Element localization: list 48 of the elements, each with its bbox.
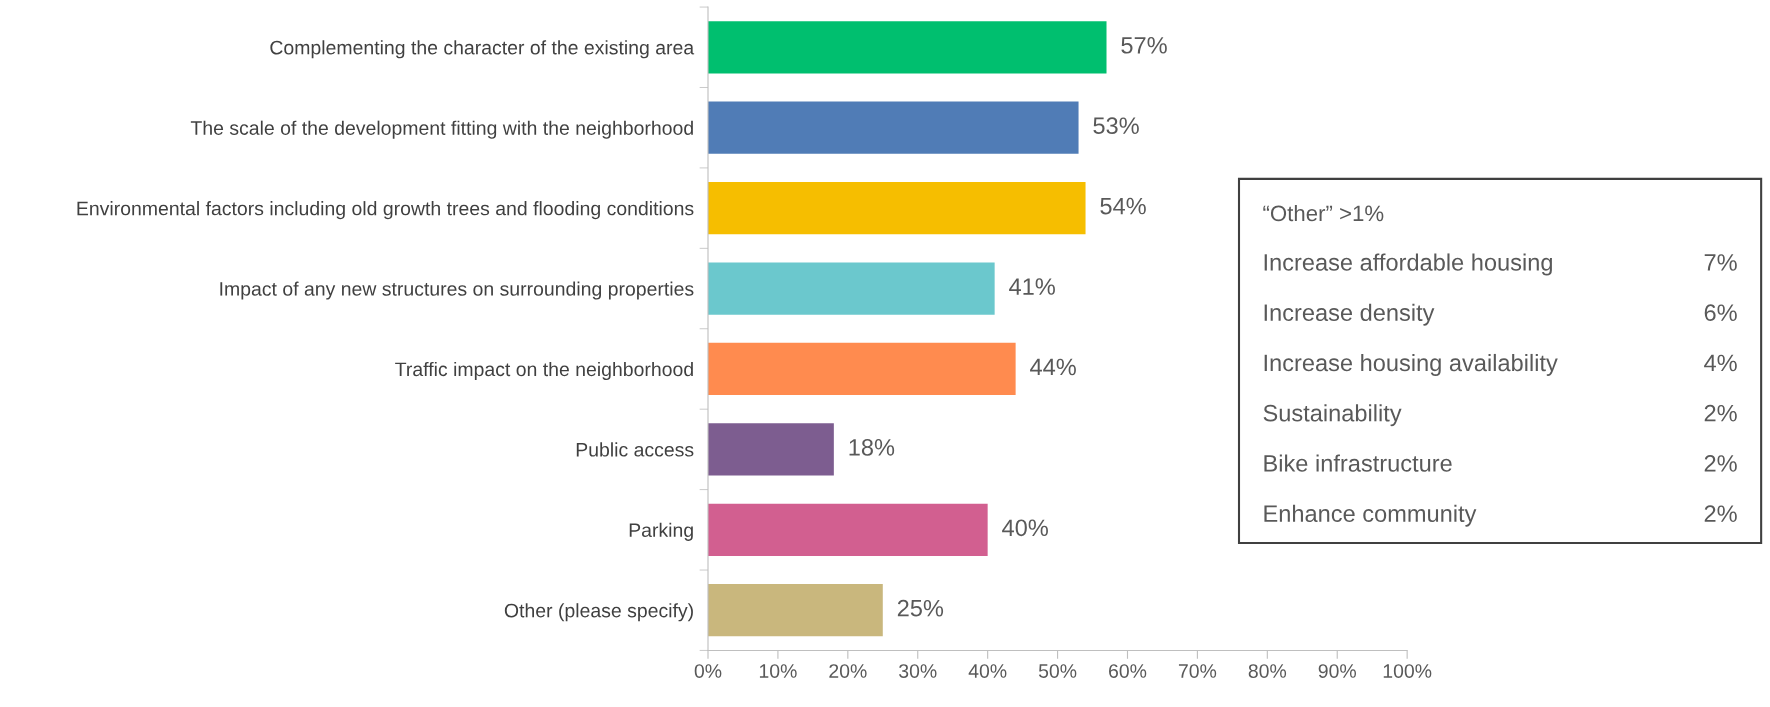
data-label: 41% [1009, 278, 1055, 295]
data-label: 44% [1030, 358, 1076, 376]
text: 2% [1704, 404, 1737, 422]
bar [708, 584, 883, 637]
bar [708, 342, 1016, 396]
data-label: 18% [849, 439, 895, 456]
x-tick-label: 60% [1109, 664, 1147, 678]
annotation: Enhance community [1264, 504, 1477, 527]
y-tick-label: Environmental factors including old growth trees and flooding conditions [77, 201, 694, 220]
data-label: 57% [1121, 37, 1167, 54]
bar [708, 423, 834, 476]
x-tick-label: 50% [1038, 664, 1077, 678]
text: 6% [1704, 304, 1737, 322]
data-label: 25% [897, 599, 944, 617]
y-tick-label: Traffic impact on the neighborhood [395, 361, 693, 381]
bar [708, 181, 1086, 235]
bar [708, 21, 1107, 74]
annotation: Increase affordable housing [1264, 253, 1552, 276]
x-tick-label: 40% [968, 664, 1007, 678]
bar [708, 262, 995, 315]
x-tick-label: 70% [1178, 664, 1217, 678]
bar [708, 503, 988, 556]
x-tick-label: 20% [829, 664, 867, 678]
y-tick-label: Parking [629, 522, 693, 541]
x-tick-label: 100% [1383, 664, 1432, 678]
y-tick-label: Public access [576, 442, 694, 457]
data-label: 54% [1100, 197, 1146, 215]
x-tick-label: 90% [1318, 664, 1356, 678]
annotation: Bike infrastructure [1264, 454, 1452, 472]
y-tick-label: Other (please specify) [504, 603, 693, 622]
bar [708, 101, 1079, 154]
x-tick-label: 80% [1248, 664, 1287, 678]
x-tick-label: 0% [694, 664, 722, 678]
text: 7% [1704, 254, 1737, 271]
annotation: Increase density [1264, 303, 1435, 326]
x-tick-label: 30% [899, 664, 937, 678]
text: 4% [1704, 354, 1737, 372]
text: 2% [1704, 505, 1737, 522]
y-tick-label: Complementing the character of the existing area [270, 40, 695, 59]
annotation: Increase housing availability [1264, 353, 1558, 376]
data-label: 53% [1093, 117, 1139, 135]
data-label: 40% [1002, 519, 1048, 537]
y-tick-label: The scale of the development fitting with the neighborhood [190, 120, 693, 139]
annotation: Sustainability [1263, 404, 1402, 427]
text: 2% [1704, 455, 1737, 472]
annotation: “Other” >1% [1263, 204, 1384, 222]
y-tick-label: Impact of any new structures on surrounding properties [220, 281, 694, 300]
x-tick-label: 10% [759, 664, 797, 678]
